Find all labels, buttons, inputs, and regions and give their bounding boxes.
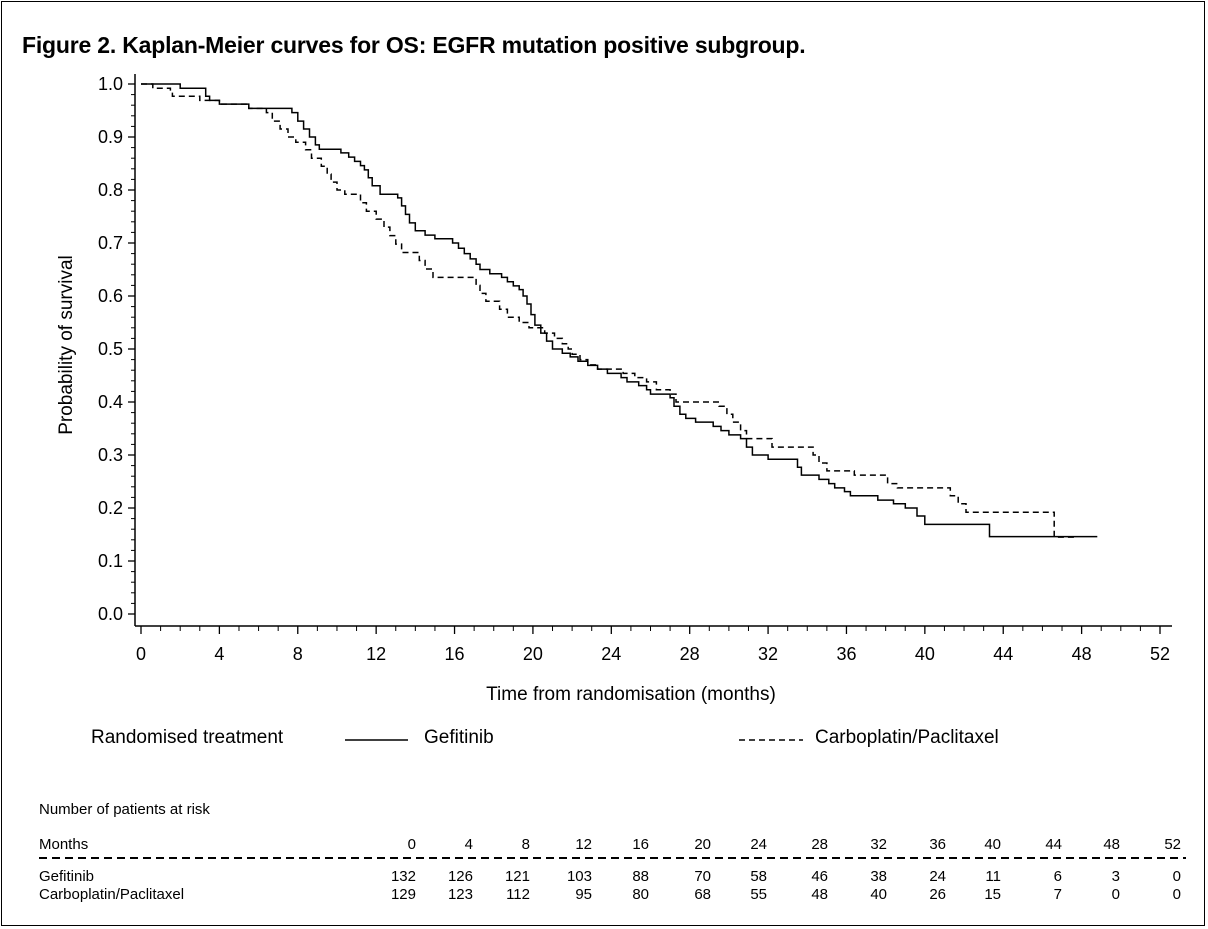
risk-month-value: 16 (632, 836, 649, 853)
risk-count-carboplatin-paclitaxel: 129 (390, 886, 416, 903)
y-tick-label: 0.7 (98, 233, 123, 253)
risk-count-gefitinib: 132 (390, 868, 416, 885)
risk-month-value: 0 (407, 836, 416, 853)
x-tick-label: 44 (993, 644, 1013, 664)
risk-month-value: 52 (1164, 836, 1181, 853)
plot-axes: 0.00.10.20.30.40.50.60.70.80.91.00 4 8 12 16… (98, 74, 1172, 664)
risk-month-value: 8 (521, 836, 530, 853)
risk-count-gefitinib: 70 (694, 868, 711, 885)
legend-label-gefitinib: Gefitinib (424, 727, 494, 748)
risk-count-gefitinib: 24 (929, 868, 946, 885)
legend-label-carboplatin: Carboplatin/Paclitaxel (815, 727, 999, 748)
legend-heading: Randomised treatment (91, 727, 284, 748)
x-tick-label: 20 (523, 644, 543, 664)
y-tick-label: 0.4 (98, 392, 123, 412)
risk-month-value: 28 (811, 836, 828, 853)
y-tick-label: 0.6 (98, 286, 123, 306)
risk-month-value: 20 (694, 836, 711, 853)
risk-count-carboplatin-paclitaxel: 123 (447, 886, 473, 903)
y-tick-label: 0.3 (98, 445, 123, 465)
risk-count-gefitinib: 58 (750, 868, 767, 885)
y-tick-label: 0.1 (98, 551, 123, 571)
risk-table-months-label: Months (39, 836, 89, 853)
km-curve-carboplatin-paclitaxel (141, 83, 1076, 538)
risk-count-carboplatin-paclitaxel: 0 (1111, 886, 1120, 903)
y-tick-label: 1.0 (98, 74, 123, 94)
risk-month-value: 4 (464, 836, 473, 853)
x-tick-label: 24 (601, 644, 621, 664)
x-tick-label: 48 (1072, 644, 1092, 664)
risk-count-gefitinib: 88 (632, 868, 649, 885)
risk-count-carboplatin-paclitaxel: 40 (870, 886, 887, 903)
y-tick-label: 0.9 (98, 127, 123, 147)
y-tick-label: 0.5 (98, 339, 123, 359)
risk-count-carboplatin-paclitaxel: 7 (1053, 886, 1062, 903)
risk-count-gefitinib: 38 (870, 868, 887, 885)
x-axis-label: Time from randomisation (months) (486, 684, 776, 705)
risk-month-value: 48 (1103, 836, 1120, 853)
risk-count-carboplatin-paclitaxel: 26 (929, 886, 946, 903)
risk-count-gefitinib: 3 (1111, 868, 1120, 885)
x-tick-label: 4 (214, 644, 224, 664)
risk-month-value: 24 (750, 836, 767, 853)
risk-row-label-gefitinib: Gefitinib (39, 868, 95, 885)
risk-month-value: 40 (984, 836, 1001, 853)
y-tick-label: 0.0 (98, 604, 123, 624)
risk-table-heading: Number of patients at risk (39, 801, 210, 818)
risk-count-gefitinib: 103 (566, 868, 592, 885)
risk-count-carboplatin-paclitaxel: 80 (632, 886, 649, 903)
x-tick-label: 28 (680, 644, 700, 664)
risk-month-value: 12 (575, 836, 592, 853)
risk-month-value: 44 (1045, 836, 1062, 853)
risk-count-gefitinib: 11 (985, 868, 1001, 885)
risk-count-carboplatin-paclitaxel: 48 (811, 886, 828, 903)
x-tick-label: 16 (445, 644, 465, 664)
x-tick-label: 52 (1150, 644, 1170, 664)
risk-count-gefitinib: 46 (811, 868, 828, 885)
risk-count-carboplatin-paclitaxel: 95 (575, 886, 592, 903)
risk-count-carboplatin-paclitaxel: 55 (750, 886, 767, 903)
x-tick-label: 40 (915, 644, 935, 664)
risk-month-value: 32 (870, 836, 887, 853)
risk-count-gefitinib: 121 (504, 868, 530, 885)
risk-month-value: 36 (929, 836, 946, 853)
x-tick-label: 32 (758, 644, 778, 664)
x-tick-label: 8 (293, 644, 303, 664)
risk-count-gefitinib: 126 (447, 868, 473, 885)
risk-count-carboplatin-paclitaxel: 0 (1172, 886, 1181, 903)
risk-count-carboplatin-paclitaxel: 15 (984, 886, 1001, 903)
figure-title: Figure 2. Kaplan-Meier curves for OS: EG… (22, 32, 806, 58)
km-curve-gefitinib (141, 83, 1098, 538)
plot-curves (141, 83, 1098, 538)
risk-row-label-carboplatin: Carboplatin/Paclitaxel (39, 886, 185, 903)
risk-count-gefitinib: 6 (1053, 868, 1062, 885)
y-tick-label: 0.2 (98, 498, 123, 518)
y-axis-label: Probability of survival (56, 255, 77, 435)
risk-count-carboplatin-paclitaxel: 112 (506, 886, 530, 903)
risk-count-carboplatin-paclitaxel: 68 (694, 886, 711, 903)
x-tick-label: 12 (366, 644, 386, 664)
x-tick-label: 0 (136, 644, 146, 664)
risk-count-gefitinib: 0 (1172, 868, 1181, 885)
y-tick-label: 0.8 (98, 180, 123, 200)
x-tick-label: 36 (836, 644, 856, 664)
